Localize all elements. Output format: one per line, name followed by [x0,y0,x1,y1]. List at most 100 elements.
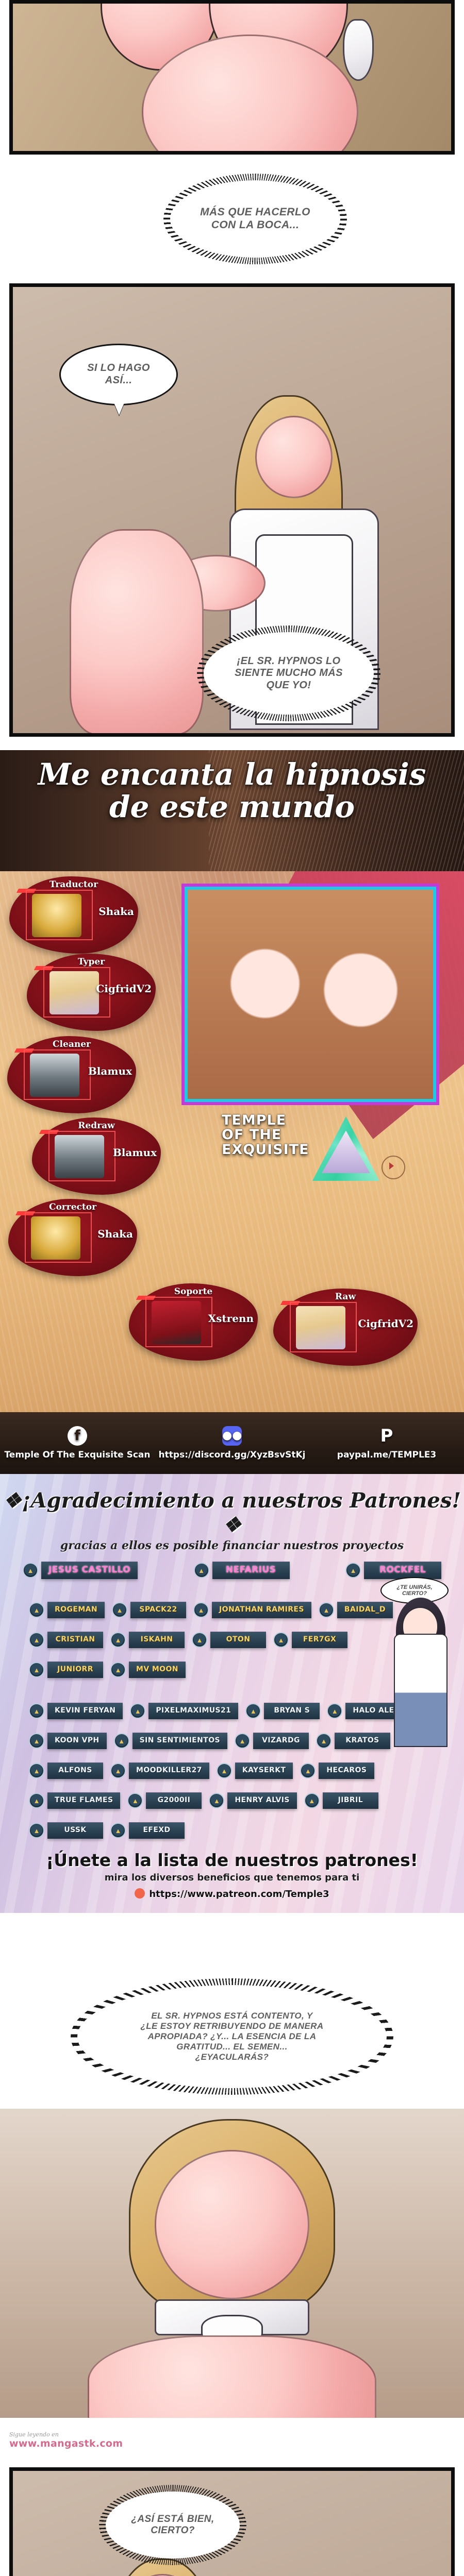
patron-row: ▲ CRISTIAN ▲ ISKAHN ▲ OTON ▲ FER7GX [0,1632,464,1648]
bubble-line: APROPIADA? ¿Y... LA ESENCIA DE LA [147,2031,317,2041]
facebook-link[interactable]: f Temple Of The Exquisite Scan [0,1426,155,1460]
bubble-line: ¿ASÍ ESTÁ BIEN, [131,2513,214,2524]
panel-bubble-area-1: MÁS QUE HACERLO CON LA BOCA... [0,175,464,283]
credit-role: Corrector [48,1202,97,1212]
credit-name: Blamux [88,1065,132,1077]
logo-line3: EXQUISITE [222,1141,309,1158]
patron-tag: ▲ BRYAN S [245,1703,320,1719]
patron-name: HECAROS [326,1766,367,1774]
bubble-sr-hypnos-siente: ¡EL SR. HYPNOS LO SIENTE MUCHO MÁS QUE Y… [204,632,374,715]
credit-card: Cleaner Blamux [7,1036,136,1113]
credit-role: Redraw [78,1121,115,1131]
patreon-icon [135,1888,145,1899]
discord-link[interactable]: ●● https://discord.gg/XyzBsvStKj [155,1426,309,1460]
patron-tag: ▲ JESUS CASTILLO [23,1562,138,1579]
logo-line2: OF THE [222,1127,282,1143]
patron-plate: G2000II [146,1792,202,1809]
patron-name: KRATOS [345,1736,379,1744]
patron-name: JIBRIL [338,1796,363,1804]
patrons-background-wash [0,1474,464,1913]
credit-avatar-gold-saint-icon [32,894,81,937]
bubble-line: QUE YO! [266,679,311,691]
bubble-mas-que-hacerlo: MÁS QUE HACERLO CON LA BOCA... [170,180,340,258]
patron-tag: ▲ PIXELMAXIMUS21 [130,1703,239,1719]
shoulder-shape [88,2335,376,2418]
watermark-line1: Sigue leyendo en [9,2431,59,2438]
patreon-link-row[interactable]: https://www.patreon.com/Temple3 [0,1888,464,1900]
panel-maid-kneeling: SI LO HAGO ASÍ... ¡EL SR. HYPNOS LO SIEN… [9,283,455,737]
patron-name: USSK [64,1826,87,1834]
patron-plate: ROGEMAN [47,1602,105,1618]
patron-row: ▲ USSK ▲ EFEXD [0,1822,464,1839]
bubble-line: CIERTO? [402,1590,427,1597]
bubble-asi-esta-bien: ¿ASÍ ESTÁ BIEN, CIERTO? [106,2492,240,2558]
credit-avatar-anime-girl-icon [49,971,99,1014]
patron-plate: USSK [47,1822,103,1839]
patron-plate: FER7GX [292,1632,347,1648]
credit-card: Typer CigfridV2 [27,954,156,1031]
patron-row: ▲ KOON VPH ▲ SIN SENTIMIENTOS ▲ VIZARDG … [0,1733,464,1749]
credit-name: Xstrenn [208,1312,254,1325]
discord-icon: ●● [222,1426,242,1446]
patron-plate: EFEXD [129,1822,185,1839]
patron-tag: ▲ KEVIN FERYAN [29,1703,123,1719]
credit-avatar-gold-saint-icon [31,1216,80,1260]
patron-tag: ▲ NEFARIUS [193,1562,290,1579]
patron-name: FER7GX [303,1635,337,1643]
bubble-line: GRATITUD... EL SEMEN... [176,2042,288,2052]
panel-maid-lower-scene: ¿ASÍ ESTÁ BIEN, CIERTO? ¡ASÍ! ¡ESO ES! ¿… [9,2467,455,2576]
patron-name: SIN SENTIMIENTOS [139,1736,221,1744]
patron-plate: HECAROS [319,1762,375,1779]
patron-plate: MOODKILLER27 [129,1762,209,1779]
chevron-rank-icon: ▲ [216,1763,232,1778]
bubble-line: ¿LE ESTOY RETRIBUYENDO DE MANERA [140,2021,324,2031]
patron-row: ▲ ROGEMAN ▲ SPACK22 ▲ JONATHAN RAMIRES ▲… [0,1602,464,1618]
credit-role: Raw [335,1292,356,1302]
chevron-rank-icon: ▲ [29,1602,44,1618]
patron-name: ISKAHN [140,1635,173,1643]
paypal-link[interactable]: P paypal.me/TEMPLE3 [309,1426,464,1460]
patron-name: ROCKFEL [379,1565,426,1575]
credit-role: Typer [77,957,105,967]
panel-gutter-1 [0,155,464,175]
patron-plate: KRATOS [335,1733,391,1749]
scan-group-logo: TEMPLE OF THE EXQUISITE [222,1113,379,1201]
patron-plate: KAYSERKT [235,1762,293,1779]
panel-bubble-area-2: EL SR. HYPNOS ESTÁ CONTENTO, Y ¿LE ESTOY… [0,1975,464,2109]
credit-frame [26,890,93,940]
chevron-rank-icon: ▲ [327,1703,343,1719]
patron-plate: BRYAN S [264,1703,320,1719]
face-shape [255,416,333,498]
patron-name: JONATHAN RAMIRES [219,1605,304,1614]
patron-name: SPACK22 [139,1605,177,1614]
patron-name: NEFARIUS [225,1565,276,1575]
patron-tag: ▲ ALFONS [29,1762,103,1779]
patreon-mascot: ¿TE UNIRÁS, CIERTO? [380,1577,457,1747]
patron-plate: JONATHAN RAMIRES [212,1602,311,1618]
scan-links-bar: f Temple Of The Exquisite Scan ●● https:… [0,1412,464,1474]
patron-name: KOON VPH [55,1736,100,1744]
patron-plate: MV MOON [129,1662,186,1678]
patrons-join-subtitle: mira los diversos beneficios que tenemos… [104,1872,360,1883]
patron-tag: ▲ VIZARDG [235,1733,309,1749]
credit-frame [25,1212,92,1263]
patron-name: MOODKILLER27 [136,1766,202,1774]
patron-plate: ROCKFEL [364,1562,441,1579]
paypal-link-label: paypal.me/TEMPLE3 [337,1450,437,1460]
patron-row: ▲ KEVIN FERYAN ▲ PIXELMAXIMUS21 ▲ BRYAN … [0,1703,464,1719]
facebook-link-label: Temple Of The Exquisite Scan [4,1450,151,1460]
promo-credits-area: TEMPLE OF THE EXQUISITE Traductor Shaka … [0,871,464,1412]
patron-tag: ▲ JUNIORR [29,1662,103,1678]
bubble-line: ¡EL SR. HYPNOS LO [237,655,341,667]
patron-name: EFEXD [143,1826,171,1834]
chevron-rank-icon: ▲ [110,1632,126,1648]
hand-shape [343,19,374,81]
chevron-rank-icon: ▲ [29,1793,44,1808]
patron-plate: VIZARDG [253,1733,309,1749]
patron-name: KEVIN FERYAN [55,1706,116,1715]
patron-plate: BAIDAL_D [337,1602,393,1618]
chevron-rank-icon: ▲ [345,1563,361,1578]
compass-icon [382,1156,405,1179]
patron-tag: ▲ USSK [29,1822,103,1839]
